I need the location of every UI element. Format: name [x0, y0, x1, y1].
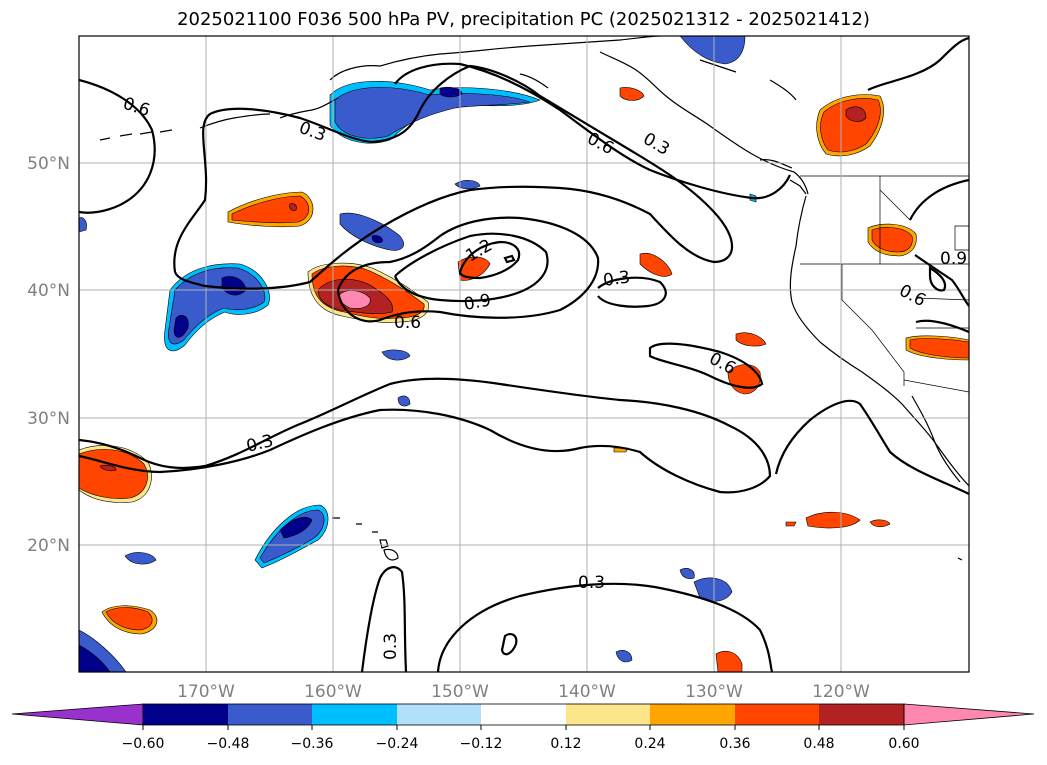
contour-label: 0.9 — [940, 249, 967, 269]
colorbar-segment — [819, 704, 904, 725]
pv-contour-0.3-south — [79, 377, 772, 494]
lon-label: 120°W — [812, 682, 870, 702]
colorbar-segment — [735, 704, 819, 725]
pv-contour-0.6-ne — [867, 36, 969, 91]
map-title: 2025021100 F036 500 hPa PV, precipitatio… — [177, 9, 870, 30]
colorbar-tick-label: −0.12 — [460, 736, 503, 752]
contour-label: 0.3 — [602, 267, 632, 291]
lon-label: 170°W — [177, 682, 235, 702]
colorbar-segment — [312, 704, 397, 725]
neg-area-alaska-coast — [679, 36, 746, 65]
contour-label: 0.9 — [462, 291, 492, 315]
longitude-labels: 170°W 160°W 150°W 140°W 130°W 120°W — [177, 682, 870, 702]
pv-contours — [79, 36, 969, 672]
colorbar-tick-label: −0.36 — [291, 736, 334, 752]
colorbar-segment — [650, 704, 735, 725]
colorbar-tick-label: −0.48 — [207, 736, 250, 752]
colorbar-segment — [397, 704, 481, 725]
lon-label: 130°W — [685, 682, 743, 702]
latitude-labels: 50°N 40°N 30°N 20°N — [27, 154, 70, 556]
pv-contour-0.9-east — [909, 178, 969, 221]
contour-label: 0.3 — [578, 573, 605, 593]
pv-contour-0.6-east — [648, 342, 764, 389]
lat-label: 30°N — [27, 409, 70, 429]
pv-contour-0.6-north — [394, 62, 791, 200]
pv-contour-0.3-small — [597, 276, 667, 308]
colorbar-tick-label: 0.12 — [550, 736, 581, 752]
map-frame — [78, 35, 970, 673]
lat-label: 40°N — [27, 281, 70, 301]
pv-contour-1.2 — [458, 240, 521, 280]
colorbar-tick-label: 0.60 — [888, 736, 919, 752]
colorbar-tick-label: 0.36 — [719, 736, 750, 752]
colorbar-segment — [481, 704, 566, 725]
colorbar-tick-label: −0.24 — [376, 736, 419, 752]
pv-contour-0.6-mid — [336, 216, 600, 323]
colorbar-tick-label: 0.24 — [634, 736, 665, 752]
colorbar-high-extend — [903, 703, 1035, 726]
pv-contour-0.3-east — [774, 399, 969, 495]
contour-label: 0.3 — [381, 633, 401, 660]
colorbar-segment — [566, 704, 650, 725]
pv-contour-0.3-bottom — [436, 582, 774, 672]
colorbar-low-extend — [11, 703, 144, 726]
negative-precip-areas — [79, 36, 757, 672]
pv-contour-0.6-left — [79, 78, 156, 214]
colorbar-segment — [143, 704, 228, 725]
pv-contour-0.9 — [393, 232, 549, 303]
lon-label: 150°W — [431, 682, 489, 702]
graticule — [79, 36, 969, 672]
pv-contour-0.3-north — [173, 64, 734, 290]
colorbar: −0.60 −0.48 −0.36 −0.24 −0.12 0.12 0.24 … — [11, 703, 1035, 752]
map-area: 0.6 0.3 0.6 0.3 1.2 0.9 0.6 0.3 0.6 0.3 … — [79, 36, 969, 672]
colorbar-tick-label: −0.60 — [122, 736, 165, 752]
colorbar-tick-label: 0.48 — [803, 736, 834, 752]
pv-contour-0.3-hawaii — [360, 566, 408, 672]
political-borders — [800, 175, 969, 393]
contour-label: 0.6 — [394, 313, 421, 333]
pv-contour-0.6-se — [914, 254, 969, 307]
lat-label: 50°N — [27, 154, 70, 174]
lat-label: 20°N — [27, 536, 70, 556]
colorbar-segment — [228, 704, 312, 725]
lon-label: 160°W — [304, 682, 362, 702]
lon-label: 140°W — [558, 682, 616, 702]
